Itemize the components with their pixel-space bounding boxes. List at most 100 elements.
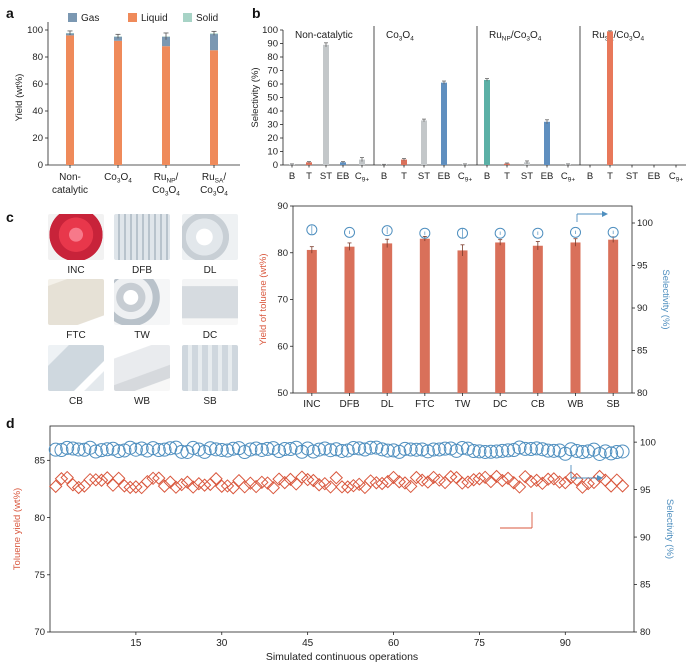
x-tick-label: WB — [567, 399, 583, 410]
y-tick-label: 60 — [267, 79, 278, 90]
bar — [359, 159, 365, 165]
selectivity-marker — [495, 443, 510, 458]
bar-yield — [344, 246, 355, 393]
yield-marker — [547, 472, 561, 486]
selectivity-marker — [609, 445, 624, 460]
arrow-head — [602, 211, 608, 217]
yield-marker — [392, 475, 406, 489]
yield-marker — [49, 479, 63, 494]
selectivity-marker — [226, 441, 241, 456]
bar-gas — [210, 34, 218, 51]
yield-marker — [529, 473, 544, 488]
x-tick-label: ST — [320, 171, 332, 182]
yield-marker — [152, 471, 166, 485]
selectivity-marker — [489, 444, 504, 459]
selectivity-marker — [272, 444, 287, 459]
legend-swatch — [183, 13, 192, 22]
selectivity-marker — [455, 440, 470, 455]
yield-marker — [278, 475, 292, 490]
selectivity-point — [494, 227, 506, 239]
selectivity-marker — [71, 442, 86, 457]
y2-tick-label: 90 — [640, 532, 651, 543]
bar — [401, 159, 407, 165]
bar-liquid — [114, 40, 122, 165]
y-tick-label: 90 — [267, 39, 278, 50]
y-tick-label: 100 — [262, 25, 278, 36]
x-axis-title: Simulated continuous operations — [266, 651, 418, 663]
y-tick-label: 85 — [34, 456, 45, 467]
selectivity-marker — [151, 443, 166, 458]
selectivity-marker — [386, 443, 401, 458]
yield-marker — [123, 480, 137, 495]
y2-tick-label: 95 — [637, 261, 648, 272]
x-tick-label: RuSA/ — [202, 172, 226, 185]
y-tick-label: 60 — [277, 341, 288, 352]
plot-frame — [49, 425, 635, 633]
x-tick-label: TW — [455, 399, 471, 410]
y-tick-label: 70 — [277, 295, 288, 306]
yield-marker — [237, 480, 252, 494]
y-tick-label: 80 — [32, 52, 43, 63]
x-tick-label: 75 — [474, 638, 486, 649]
yield-marker — [615, 479, 630, 493]
y-axis-title: Yield (wt%) — [14, 74, 25, 122]
y2-tick-label: 100 — [637, 218, 653, 229]
yield-marker — [575, 480, 590, 494]
yield-marker — [111, 471, 126, 486]
selectivity-marker — [369, 440, 384, 455]
yield-marker — [295, 470, 309, 484]
yield-marker — [495, 473, 510, 488]
yield-marker — [552, 475, 567, 489]
x-tick-label: ST — [626, 171, 638, 182]
yield-marker — [489, 469, 504, 484]
x-tick-label: C9+ — [561, 171, 575, 184]
x-tick-label: EB — [438, 171, 451, 182]
x-tick-label: EB — [541, 171, 554, 182]
selectivity-marker — [77, 442, 92, 457]
x-tick-label: B — [484, 171, 490, 182]
yield-marker — [209, 472, 223, 486]
selectivity-marker — [134, 441, 149, 456]
selectivity-marker — [180, 444, 195, 459]
selectivity-marker — [564, 442, 579, 457]
y2-tick-label: 80 — [640, 627, 651, 638]
yield-marker — [335, 480, 349, 494]
x-tick-label: C9+ — [669, 171, 683, 184]
yield-marker — [363, 474, 378, 488]
x-tick-label: RuNP/ — [154, 172, 179, 185]
yield-marker — [346, 478, 361, 493]
y-tick-label: 70 — [267, 66, 278, 77]
yield-marker — [581, 476, 595, 491]
tableware-scrap-icon — [114, 279, 170, 325]
selectivity-marker — [203, 441, 218, 456]
subplot-title: RuNP/Co3O4 — [489, 30, 542, 43]
selectivity-marker — [466, 443, 481, 458]
selectivity-point — [381, 225, 393, 237]
yield-marker — [192, 477, 206, 491]
y2-tick-label: 80 — [637, 388, 648, 399]
selectivity-marker — [403, 442, 418, 457]
yield-marker — [403, 479, 418, 494]
yield-marker — [358, 480, 372, 495]
yield-marker — [54, 472, 69, 486]
selectivity-marker — [541, 443, 556, 458]
selectivity-marker — [277, 442, 292, 457]
arrow-head — [597, 475, 603, 481]
selectivity-marker — [438, 441, 453, 456]
bar-liquid — [210, 50, 218, 165]
bar-yield — [382, 243, 393, 393]
bar — [340, 162, 346, 165]
x-tick-label: T — [607, 171, 613, 182]
selectivity-marker — [157, 442, 172, 457]
y-tick-label: 50 — [267, 93, 278, 104]
panel-letter-a: a — [6, 5, 14, 21]
y-tick-label: 10 — [267, 147, 278, 158]
selectivity-marker — [346, 441, 361, 456]
photo-label: TW — [134, 330, 150, 341]
x-tick-label: B — [289, 171, 295, 182]
selectivity-marker — [380, 443, 395, 458]
x-tick-label: 15 — [130, 638, 142, 649]
x-tick-label: B — [587, 171, 593, 182]
bar — [441, 82, 447, 165]
yield-marker — [89, 473, 103, 487]
